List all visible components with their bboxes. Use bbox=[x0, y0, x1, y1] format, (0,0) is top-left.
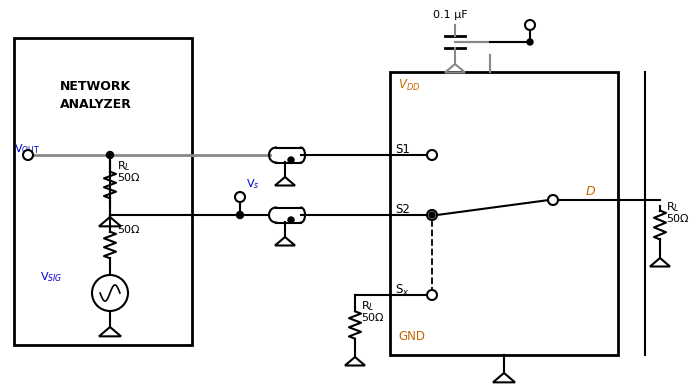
Circle shape bbox=[548, 195, 558, 205]
Circle shape bbox=[427, 210, 437, 220]
Circle shape bbox=[288, 157, 294, 163]
Text: S1: S1 bbox=[395, 143, 410, 156]
Text: 50Ω: 50Ω bbox=[117, 173, 140, 183]
Circle shape bbox=[525, 20, 535, 30]
Circle shape bbox=[235, 192, 245, 202]
Bar bbox=[14, 38, 192, 345]
Circle shape bbox=[106, 151, 113, 158]
Text: 0.1 μF: 0.1 μF bbox=[433, 10, 468, 20]
Circle shape bbox=[427, 290, 437, 300]
Circle shape bbox=[236, 212, 243, 219]
Text: ANALYZER: ANALYZER bbox=[60, 98, 132, 111]
Circle shape bbox=[92, 275, 128, 311]
Circle shape bbox=[288, 217, 294, 223]
Text: V$_{\rm OUT}$: V$_{\rm OUT}$ bbox=[14, 142, 40, 156]
Circle shape bbox=[429, 212, 435, 218]
Circle shape bbox=[23, 150, 33, 160]
Circle shape bbox=[527, 39, 533, 45]
Text: R$_L$: R$_L$ bbox=[117, 159, 131, 173]
Bar bbox=[390, 72, 618, 355]
Text: 50Ω: 50Ω bbox=[117, 225, 140, 235]
Text: S$_x$: S$_x$ bbox=[395, 283, 409, 298]
Text: 50Ω: 50Ω bbox=[666, 214, 689, 224]
Text: R$_L$: R$_L$ bbox=[666, 200, 680, 214]
Text: NETWORK: NETWORK bbox=[60, 80, 131, 93]
Circle shape bbox=[427, 150, 437, 160]
Bar bbox=[276, 147, 305, 163]
Text: V$_{SIG}$: V$_{SIG}$ bbox=[40, 270, 63, 284]
Text: S2: S2 bbox=[395, 203, 410, 216]
Text: V$_s$: V$_s$ bbox=[246, 177, 260, 191]
Text: 50Ω: 50Ω bbox=[361, 313, 384, 323]
Text: GND: GND bbox=[398, 330, 425, 343]
Text: D: D bbox=[586, 185, 596, 198]
Text: R$_L$: R$_L$ bbox=[361, 299, 375, 313]
Bar bbox=[276, 207, 305, 223]
Text: V$_{DD}$: V$_{DD}$ bbox=[398, 78, 420, 93]
